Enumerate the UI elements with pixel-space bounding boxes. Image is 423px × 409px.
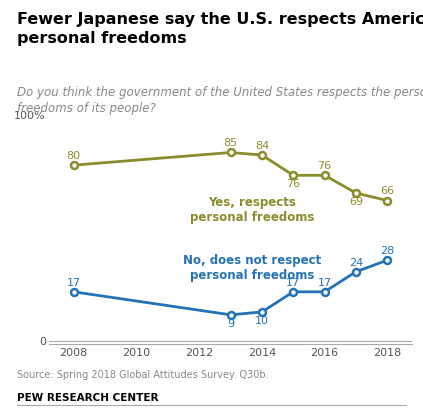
Text: 17: 17 xyxy=(286,278,300,288)
Text: No, does not respect
personal freedoms: No, does not respect personal freedoms xyxy=(183,254,321,283)
Text: 69: 69 xyxy=(349,197,363,207)
Text: 76: 76 xyxy=(318,161,332,171)
Text: Do you think the government of the United States respects the personal
freedoms : Do you think the government of the Unite… xyxy=(17,86,423,115)
Text: Source: Spring 2018 Global Attitudes Survey. Q30b.: Source: Spring 2018 Global Attitudes Sur… xyxy=(17,370,269,380)
Text: PEW RESEARCH CENTER: PEW RESEARCH CENTER xyxy=(17,393,159,403)
Text: 10: 10 xyxy=(255,316,269,326)
Text: 80: 80 xyxy=(67,151,81,161)
Text: 17: 17 xyxy=(318,278,332,288)
Text: Yes, respects
personal freedoms: Yes, respects personal freedoms xyxy=(190,196,315,224)
Text: 84: 84 xyxy=(255,141,269,151)
Text: 76: 76 xyxy=(286,180,300,189)
Text: Fewer Japanese say the U.S. respects Americans’
personal freedoms: Fewer Japanese say the U.S. respects Ame… xyxy=(17,12,423,46)
Text: 66: 66 xyxy=(380,187,394,196)
Text: 28: 28 xyxy=(380,246,395,256)
Text: 85: 85 xyxy=(223,138,238,148)
Text: 17: 17 xyxy=(67,278,81,288)
Text: 9: 9 xyxy=(227,319,234,329)
Text: 24: 24 xyxy=(349,258,363,267)
